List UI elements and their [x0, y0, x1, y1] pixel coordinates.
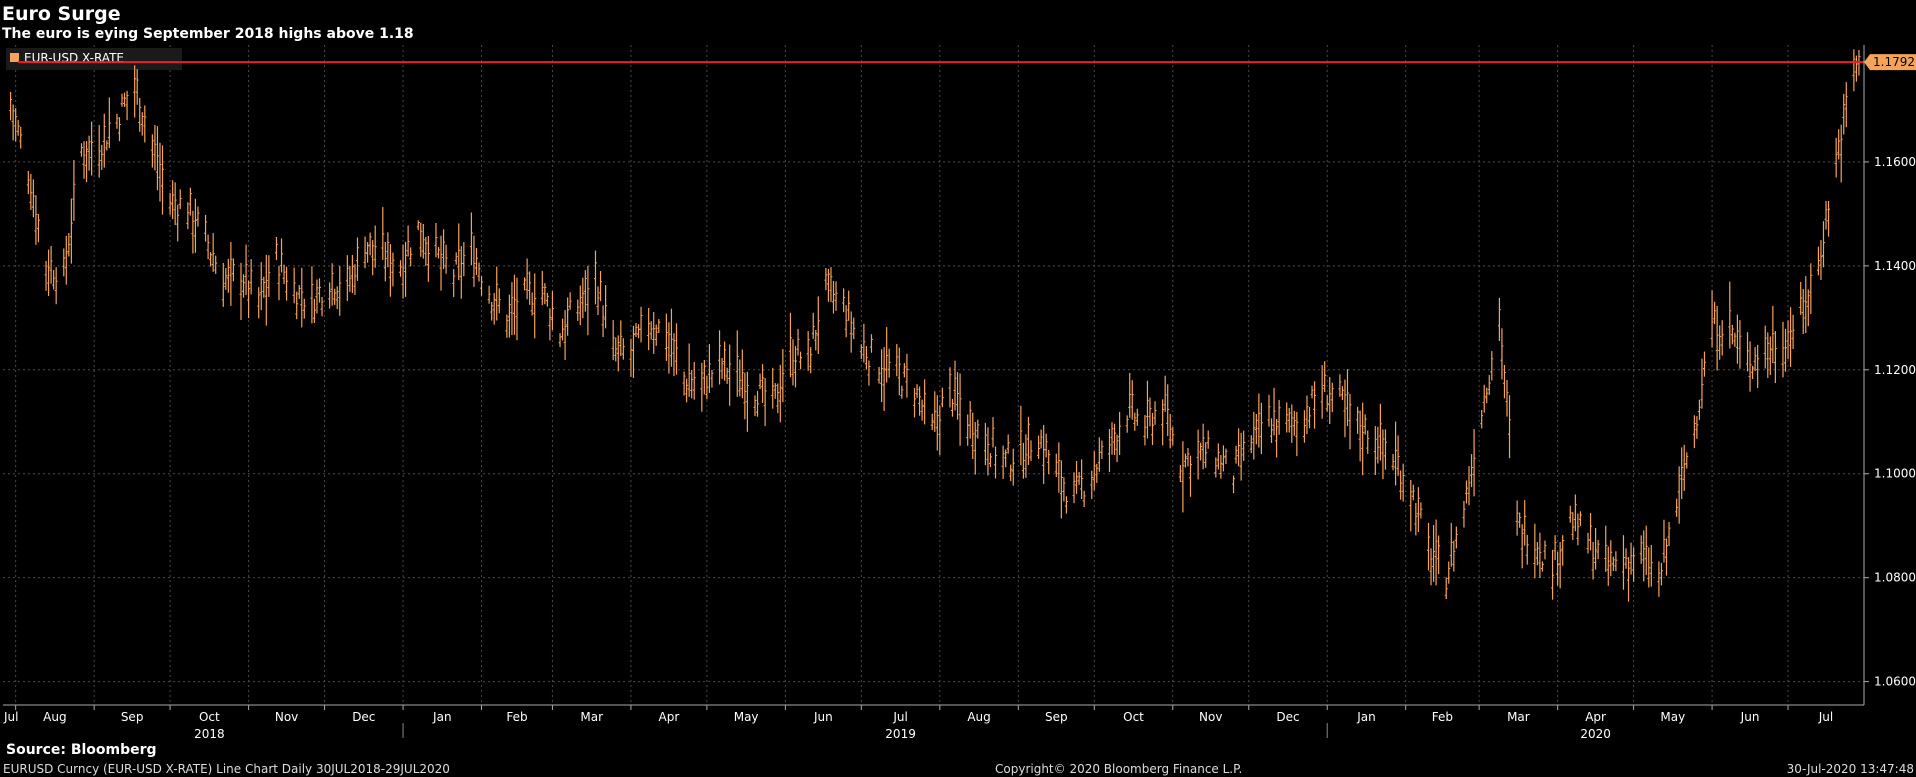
x-tick-label: Sep: [121, 710, 144, 724]
y-tick-label: 1.1600: [1874, 155, 1916, 169]
x-tick-label: Jan: [432, 710, 452, 724]
x-tick-label: May: [734, 710, 759, 724]
price-series: [9, 49, 1861, 602]
chart-legend: EUR-USD X-RATE: [6, 48, 182, 70]
last-value-badge: 1.1792: [1864, 54, 1916, 71]
x-tick-label: May: [1660, 710, 1685, 724]
y-tick-label: 1.1400: [1874, 259, 1916, 273]
source-label: Source: Bloomberg: [6, 742, 157, 758]
x-tick-label: Jul: [3, 710, 18, 724]
x-tick-label: Jan: [1356, 710, 1376, 724]
last-value-label: 1.1792: [1873, 55, 1915, 69]
line-chart: EUR-USD X-RATE 1.1792 1.1600 1.1400 1.1200…: [3, 45, 1916, 740]
y-tick-label: 1.1000: [1874, 467, 1916, 481]
x-tick-label: Dec: [1276, 710, 1299, 724]
x-tick-label: Aug: [967, 710, 990, 724]
copyright-label: Copyright© 2020 Bloomberg Finance L.P.: [995, 762, 1243, 776]
x-tick-label: Jul: [1818, 710, 1833, 724]
x-tick-label: Oct: [1123, 710, 1144, 724]
x-tick-label: Nov: [275, 710, 298, 724]
x-tick-label: Apr: [659, 710, 680, 724]
x-tick-label: Sep: [1045, 710, 1068, 724]
chart-description: EURUSD Curncy (EUR-USD X-RATE) Line Char…: [3, 762, 450, 776]
x-tick-label: Aug: [43, 710, 66, 724]
x-tick-label: Feb: [506, 710, 527, 724]
x-tick-label: Apr: [1585, 710, 1606, 724]
x-year-label: 2020: [1580, 727, 1611, 740]
chart-grid: [3, 45, 1864, 705]
x-tick-label: Oct: [199, 710, 220, 724]
x-axis: Jul Aug Sep Oct Nov Dec Jan Feb Mar Apr May Jun Jul A…: [3, 704, 1864, 740]
x-tick-label: Mar: [1507, 710, 1530, 724]
x-year-label: 2019: [885, 727, 916, 740]
x-tick-label: Mar: [580, 710, 603, 724]
x-tick-label: Nov: [1199, 710, 1222, 724]
y-tick-label: 1.0600: [1874, 675, 1916, 689]
x-tick-label: Dec: [352, 710, 375, 724]
y-axis: 1.1600 1.1400 1.1200 1.1000 1.0800 1.0600: [1863, 45, 1916, 705]
x-tick-label: Feb: [1432, 710, 1453, 724]
last-value-badge-bg: [1864, 54, 1916, 71]
reference-line-group: 1.1792: [18, 54, 1916, 71]
x-year-label: 2018: [194, 727, 225, 740]
timestamp-label: 30-Jul-2020 13:47:48: [1786, 762, 1914, 776]
legend-swatch: [10, 53, 19, 62]
chart-subtitle: The euro is eying September 2018 highs a…: [2, 26, 414, 42]
x-tick-label: Jun: [813, 710, 833, 724]
legend-box: [6, 48, 182, 70]
y-tick-label: 1.0800: [1874, 571, 1916, 585]
y-tick-label: 1.1200: [1874, 363, 1916, 377]
x-tick-label: Jun: [1740, 710, 1760, 724]
x-tick-label: Jul: [892, 710, 907, 724]
chart-title: Euro Surge: [2, 3, 121, 25]
